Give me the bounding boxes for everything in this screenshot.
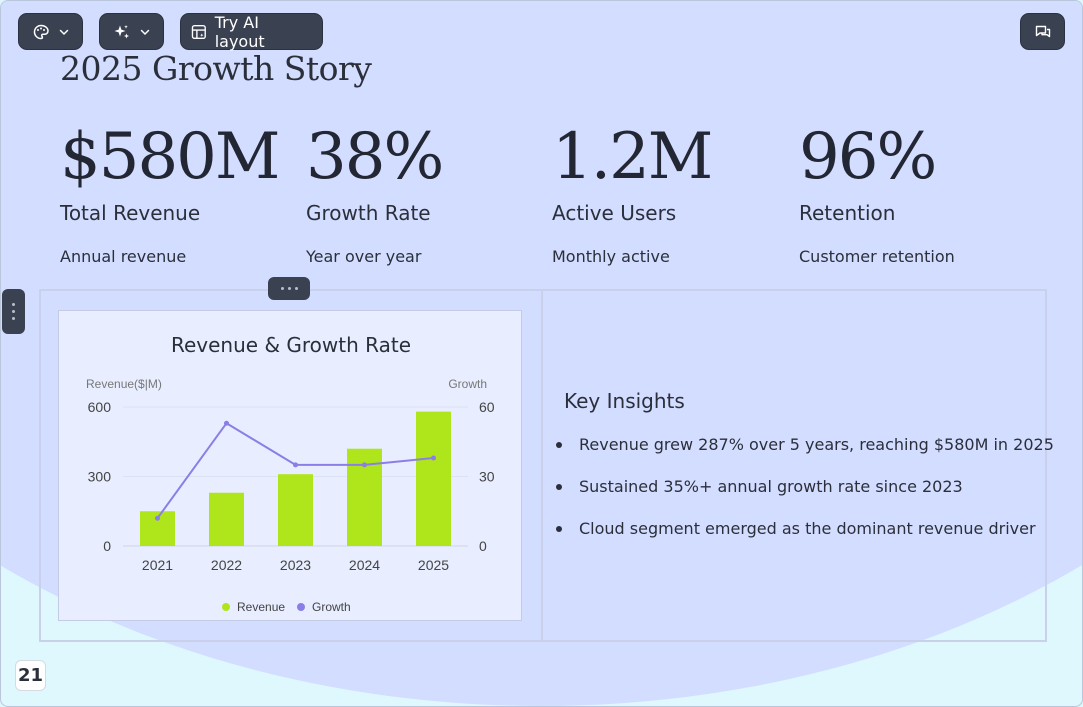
chevron-down-icon (140, 29, 149, 35)
try-ai-layout-button[interactable]: Try AI layout (180, 12, 323, 51)
insight-text: Sustained 35%+ annual growth rate since … (579, 477, 963, 496)
stat-sub: Customer retention (799, 247, 955, 266)
revenue-bar (278, 474, 313, 546)
revenue-bar (209, 492, 244, 546)
stat-label: Active Users (552, 201, 677, 225)
bullet-icon (556, 483, 562, 490)
slide-title[interactable]: 2025 Growth Story (60, 49, 372, 88)
try-ai-layout-label: Try AI layout (214, 12, 265, 51)
x-tick-label: 2025 (418, 557, 449, 573)
growth-point (224, 420, 229, 426)
stat-sub: Year over year (306, 247, 422, 266)
y-axis-label: Revenue($|M) (86, 377, 162, 391)
drag-handle-left[interactable] (2, 289, 25, 334)
stat-growth-rate[interactable]: 38% Growth Rate Year over year (306, 119, 546, 266)
stat-total-revenue[interactable]: $580M Total Revenue Annual revenue (60, 119, 300, 266)
stat-value: $580M (60, 120, 280, 194)
insight-item[interactable]: Revenue grew 287% over 5 years, reaching… (556, 435, 1054, 454)
bullet-icon (556, 525, 562, 532)
grip-dot (12, 303, 15, 306)
growth-point (293, 462, 298, 468)
y2-tick-label: 0 (479, 538, 487, 554)
x-tick-label: 2022 (211, 557, 242, 573)
theme-palette-button[interactable] (18, 13, 83, 50)
y-tick-label: 0 (103, 538, 111, 554)
comment-icon (1035, 25, 1050, 37)
page-number: 21 (15, 660, 46, 691)
stat-sub: Annual revenue (60, 247, 187, 266)
insight-text: Revenue grew 287% over 5 years, reaching… (579, 435, 1054, 454)
chart-title: Revenue & Growth Rate (171, 333, 411, 357)
chevron-down-icon (59, 29, 68, 35)
stat-label: Total Revenue (60, 201, 201, 225)
grip-dot (12, 317, 15, 320)
y2-tick-label: 30 (479, 469, 495, 485)
drag-handle-top[interactable] (268, 277, 310, 300)
insight-item[interactable]: Cloud segment emerged as the dominant re… (556, 519, 1036, 538)
bullet-icon (556, 441, 562, 448)
grip-dot (294, 287, 298, 290)
revenue-growth-chart: Revenue & Growth Rate Revenue($|M) Growth 0… (86, 333, 495, 614)
palette-icon (33, 24, 49, 39)
stat-sub: Monthly active (552, 247, 670, 266)
x-tick-label: 2021 (142, 557, 173, 573)
grip-dot (280, 287, 284, 290)
content-container[interactable] (39, 289, 1047, 642)
stat-label: Growth Rate (306, 201, 431, 225)
growth-point (431, 455, 436, 461)
x-tick-label: 2023 (280, 557, 311, 573)
y2-axis-label: Growth (448, 377, 487, 391)
legend-swatch-growth (297, 603, 305, 611)
stat-retention[interactable]: 96% Retention Customer retention (799, 119, 1039, 266)
stat-value: 96% (799, 120, 937, 194)
revenue-bar (416, 411, 451, 546)
y2-tick-label: 60 (479, 399, 495, 415)
column-divider (541, 291, 543, 640)
layout-icon (191, 24, 206, 39)
stat-value: 1.2M (552, 120, 713, 194)
insights-title[interactable]: Key Insights (564, 389, 685, 413)
growth-point (362, 462, 367, 468)
grip-dot (12, 310, 15, 313)
y-tick-label: 300 (88, 469, 112, 485)
comments-button[interactable] (1020, 13, 1065, 50)
stat-value: 38% (306, 120, 444, 194)
legend-swatch-revenue (222, 603, 230, 611)
stat-active-users[interactable]: 1.2M Active Users Monthly active (552, 119, 792, 266)
insight-item[interactable]: Sustained 35%+ annual growth rate since … (556, 477, 963, 496)
legend-label-growth: Growth (312, 600, 351, 614)
legend-label-revenue: Revenue (237, 600, 285, 614)
growth-point (155, 515, 160, 521)
chart-card[interactable]: Revenue & Growth Rate Revenue($|M) Growth 0… (58, 310, 522, 621)
grip-dot (287, 287, 291, 290)
insight-text: Cloud segment emerged as the dominant re… (579, 519, 1036, 538)
x-tick-label: 2024 (349, 557, 380, 573)
y-tick-label: 600 (88, 399, 112, 415)
sparkle-icon (114, 24, 129, 38)
stat-label: Retention (799, 201, 896, 225)
ai-magic-button[interactable] (99, 13, 164, 50)
